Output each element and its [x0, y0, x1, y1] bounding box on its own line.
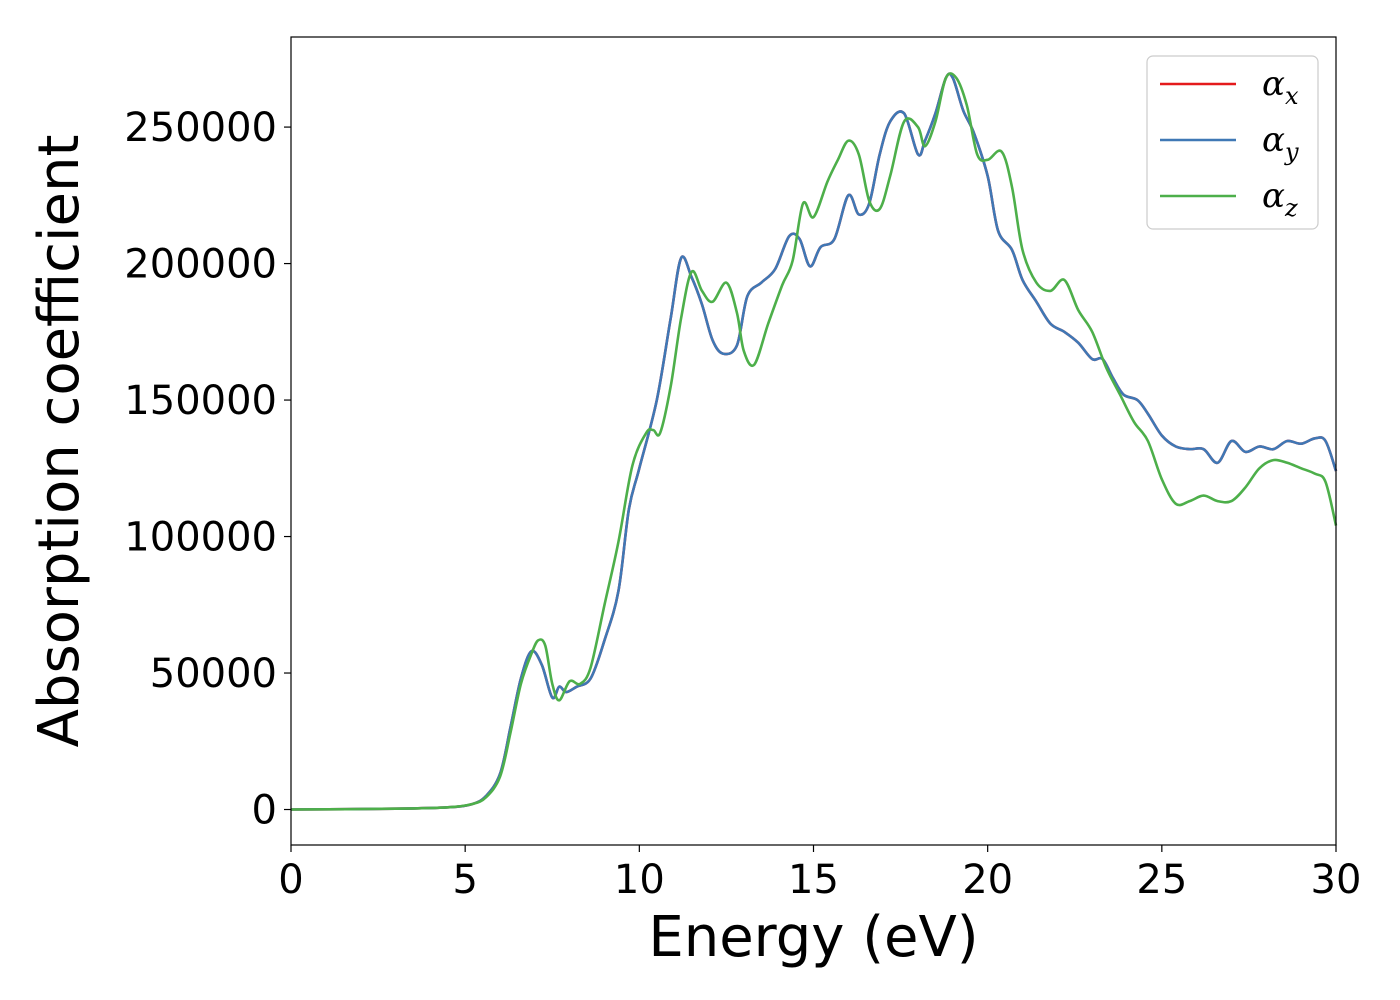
legend-label-y: αy: [1262, 120, 1299, 166]
legend-label-subscript: z: [1284, 194, 1298, 222]
x-tick-label: 30: [1311, 857, 1362, 903]
x-tick-label: 5: [452, 857, 477, 903]
series-line-z: [290, 72, 1338, 811]
legend-label-symbol: α: [1262, 64, 1285, 104]
y-tick-label: 200000: [124, 242, 277, 288]
x-tick-label: 10: [614, 857, 665, 903]
legend-label-subscript: x: [1285, 82, 1299, 110]
legend-label-x: αx: [1262, 64, 1299, 110]
legend-label-z: αz: [1262, 176, 1298, 222]
legend-label-symbol: α: [1262, 176, 1285, 216]
x-tick-label: 25: [1136, 857, 1187, 903]
x-tick-label: 0: [278, 857, 303, 903]
y-axis-title: Absorption coefficient: [27, 135, 92, 748]
legend-label-subscript: y: [1284, 138, 1299, 166]
y-tick-label: 100000: [124, 515, 277, 561]
y-tick-label: 150000: [124, 378, 277, 424]
x-tick-label: 20: [962, 857, 1013, 903]
y-tick-label: 0: [252, 788, 277, 834]
x-axis-title: Energy (eV): [648, 905, 978, 970]
y-tick-label: 250000: [124, 105, 277, 151]
y-tick-label: 50000: [150, 651, 277, 697]
series-layer: [290, 72, 1338, 811]
x-axis-ticks: 0 5 10 15 20 25 30: [278, 845, 1361, 903]
legend-box: [1146, 55, 1319, 230]
legend-label-symbol: α: [1262, 120, 1285, 160]
x-tick-label: 15: [788, 857, 839, 903]
y-axis-ticks: 0 50000 100000 150000 200000 250000: [124, 105, 291, 834]
